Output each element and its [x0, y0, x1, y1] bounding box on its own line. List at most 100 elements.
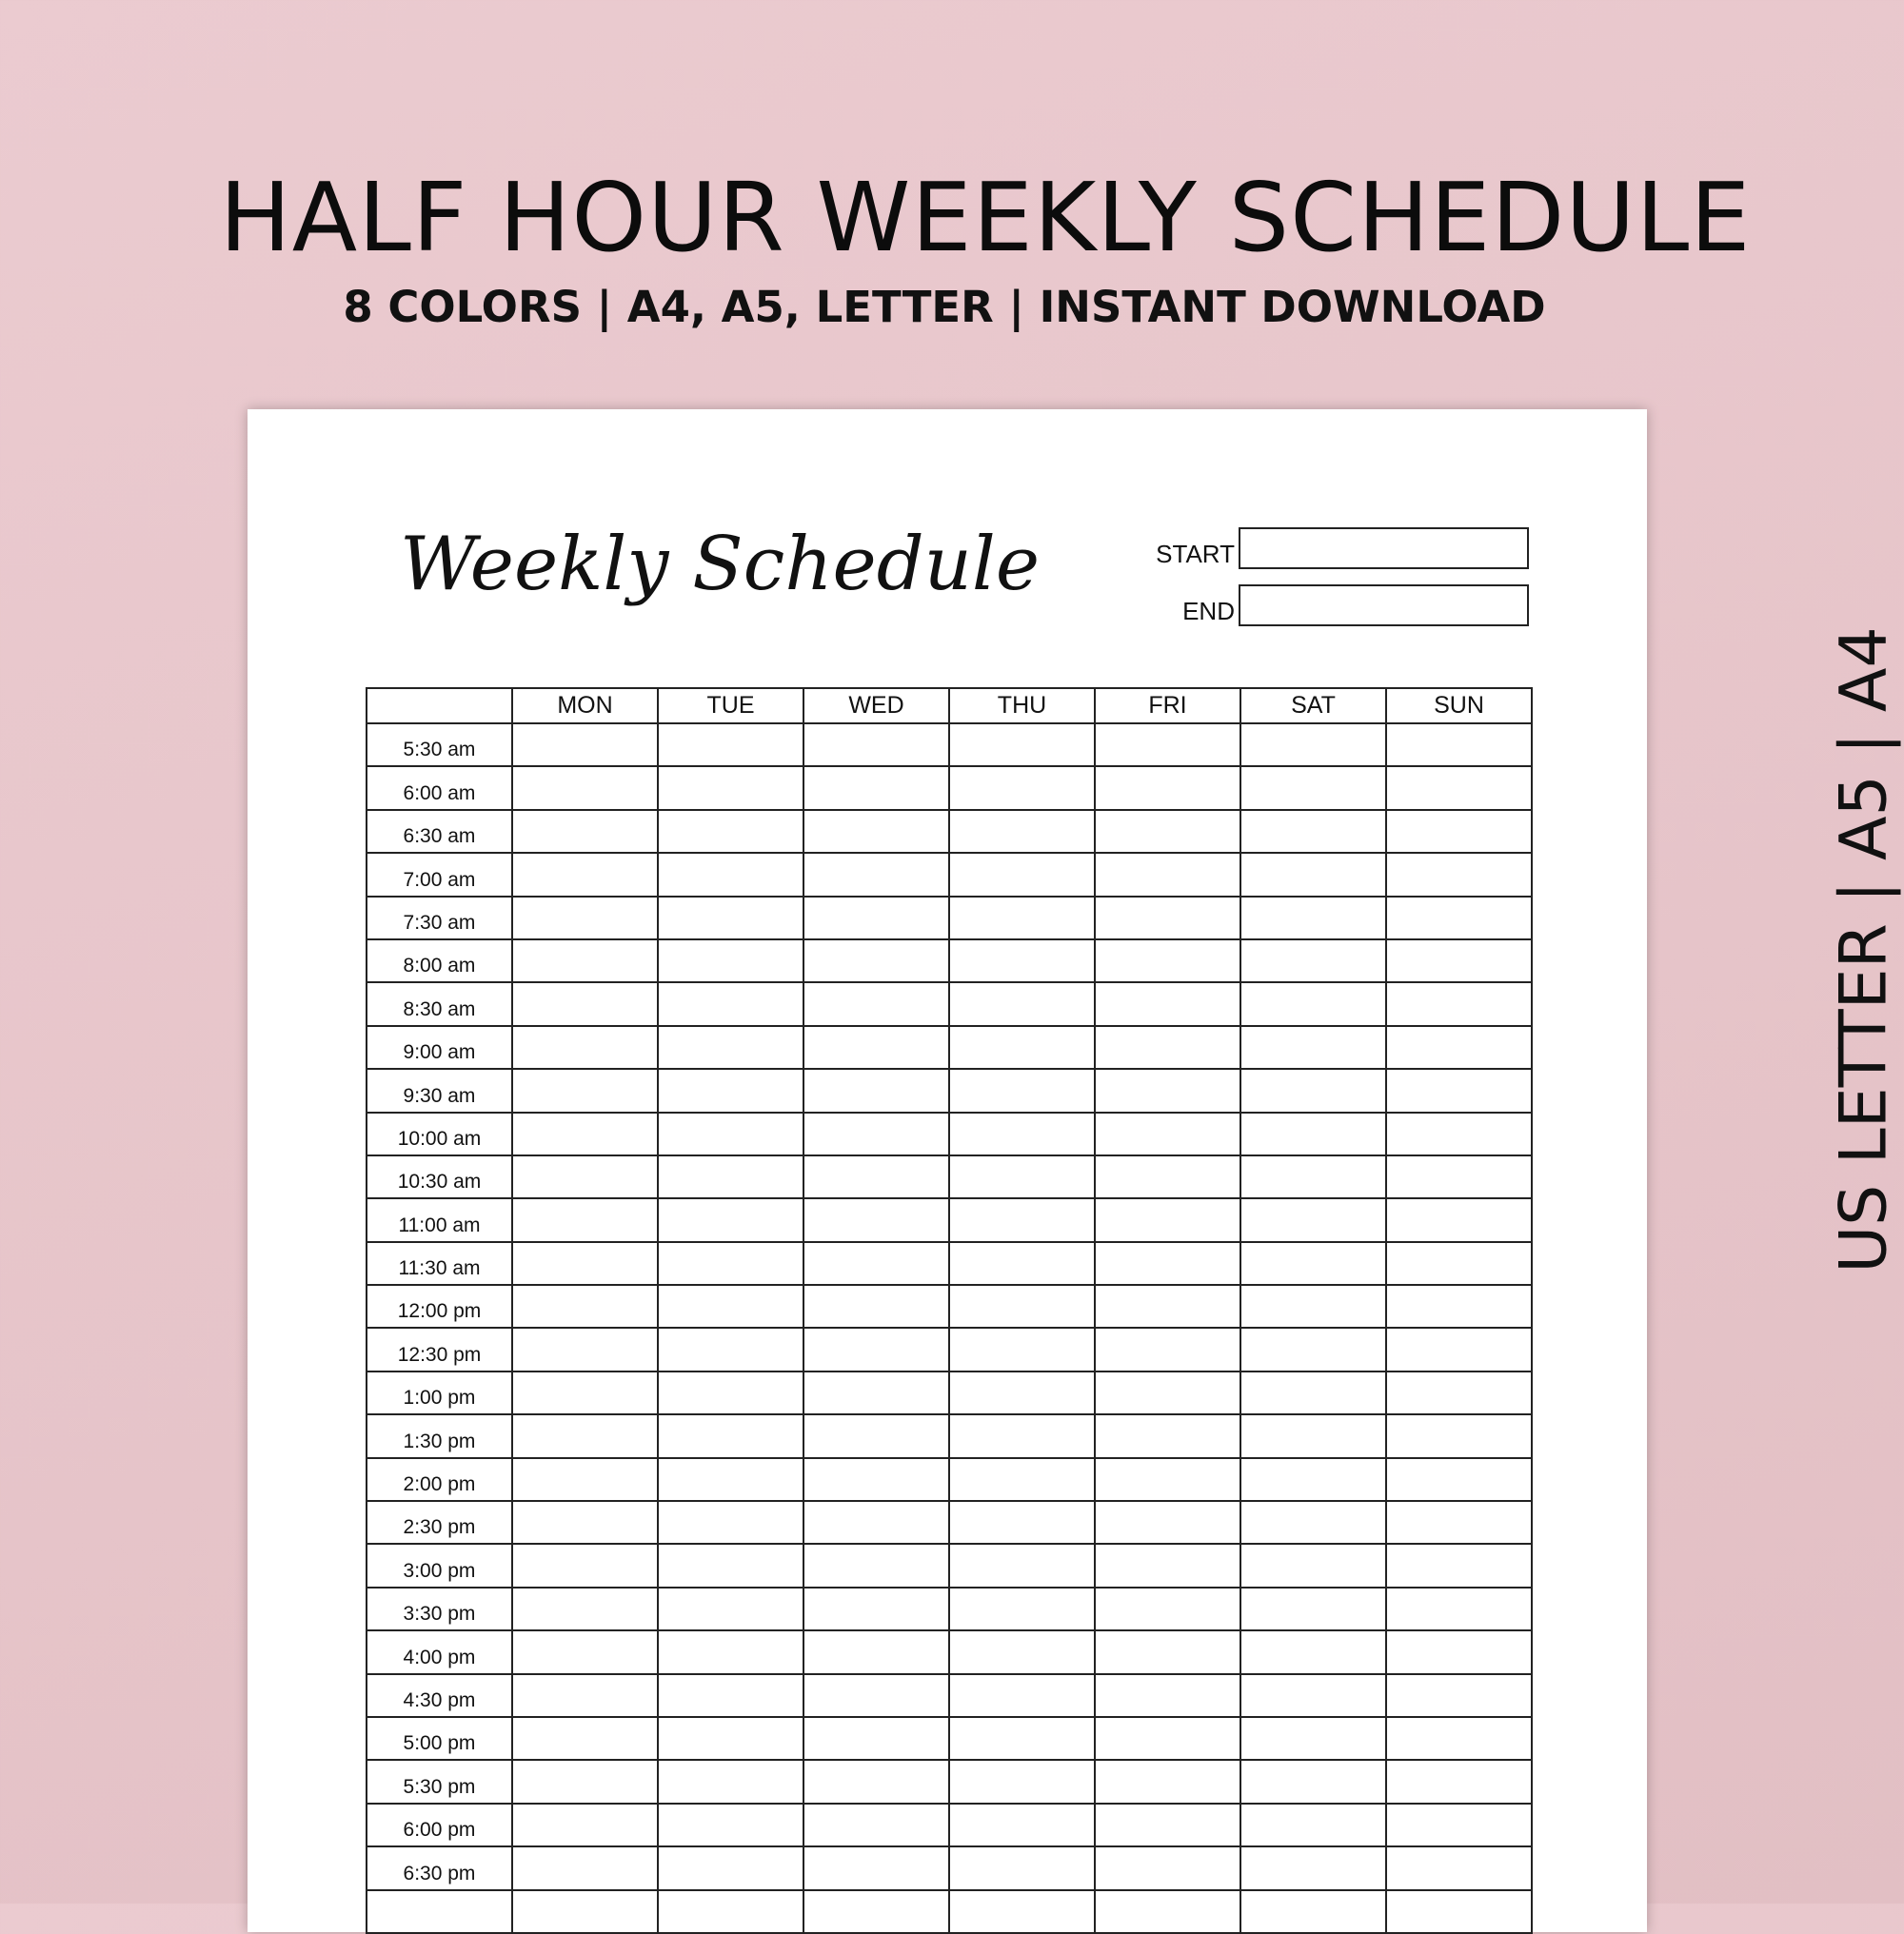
schedule-cell[interactable] [1385, 1111, 1533, 1156]
schedule-cell[interactable] [1240, 1154, 1387, 1200]
schedule-cell[interactable] [511, 1888, 659, 1934]
schedule-cell[interactable] [1240, 1111, 1387, 1156]
schedule-cell[interactable] [511, 765, 659, 811]
schedule-cell[interactable] [1240, 1500, 1387, 1546]
schedule-cell[interactable] [1385, 1240, 1533, 1287]
schedule-cell[interactable] [948, 1024, 1096, 1071]
schedule-cell[interactable] [1240, 1543, 1387, 1589]
schedule-cell[interactable] [1385, 1888, 1533, 1934]
schedule-cell[interactable] [1385, 1629, 1533, 1675]
schedule-cell[interactable] [803, 1024, 950, 1071]
schedule-cell[interactable] [803, 1715, 950, 1762]
schedule-cell[interactable] [1240, 1845, 1387, 1891]
schedule-cell[interactable] [1094, 1759, 1241, 1805]
schedule-cell[interactable] [511, 1456, 659, 1503]
schedule-cell[interactable] [511, 1413, 659, 1459]
schedule-cell[interactable] [1385, 937, 1533, 984]
schedule-cell[interactable] [1094, 981, 1241, 1027]
schedule-cell[interactable] [1385, 1802, 1533, 1848]
schedule-cell[interactable] [657, 1327, 804, 1372]
schedule-cell[interactable] [1094, 808, 1241, 855]
end-field[interactable] [1239, 584, 1529, 626]
schedule-cell[interactable] [1385, 1672, 1533, 1718]
schedule-cell[interactable] [1240, 1413, 1387, 1459]
schedule-cell[interactable] [1240, 1888, 1387, 1934]
schedule-cell[interactable] [948, 1586, 1096, 1632]
schedule-cell[interactable] [948, 721, 1096, 768]
schedule-cell[interactable] [1240, 1197, 1387, 1243]
schedule-cell[interactable] [657, 1500, 804, 1546]
schedule-cell[interactable] [803, 1672, 950, 1718]
schedule-cell[interactable] [1094, 1197, 1241, 1243]
schedule-cell[interactable] [803, 1240, 950, 1287]
schedule-cell[interactable] [803, 765, 950, 811]
schedule-cell[interactable] [948, 1111, 1096, 1156]
schedule-cell[interactable] [511, 1586, 659, 1632]
schedule-cell[interactable] [803, 1370, 950, 1416]
schedule-cell[interactable] [1094, 765, 1241, 811]
schedule-cell[interactable] [1094, 1888, 1241, 1934]
schedule-cell[interactable] [657, 1111, 804, 1156]
schedule-cell[interactable] [511, 937, 659, 984]
schedule-cell[interactable] [657, 937, 804, 984]
schedule-cell[interactable] [1094, 1802, 1241, 1848]
schedule-cell[interactable] [511, 1543, 659, 1589]
schedule-cell[interactable] [1094, 1543, 1241, 1589]
schedule-cell[interactable] [1094, 937, 1241, 984]
schedule-cell[interactable] [1094, 1154, 1241, 1200]
schedule-cell[interactable] [1094, 852, 1241, 898]
schedule-cell[interactable] [657, 721, 804, 768]
schedule-cell[interactable] [948, 1240, 1096, 1287]
schedule-cell[interactable] [803, 1586, 950, 1632]
schedule-cell[interactable] [803, 1456, 950, 1503]
schedule-cell[interactable] [1240, 721, 1387, 768]
schedule-cell[interactable] [1094, 1715, 1241, 1762]
schedule-cell[interactable] [948, 1068, 1096, 1114]
schedule-cell[interactable] [657, 808, 804, 855]
schedule-cell[interactable] [657, 1802, 804, 1848]
schedule-cell[interactable] [948, 852, 1096, 898]
schedule-cell[interactable] [1094, 1370, 1241, 1416]
schedule-cell[interactable] [948, 1197, 1096, 1243]
schedule-cell[interactable] [803, 1197, 950, 1243]
schedule-cell[interactable] [803, 1111, 950, 1156]
schedule-cell[interactable] [1240, 1629, 1387, 1675]
schedule-cell[interactable] [511, 1845, 659, 1891]
schedule-cell[interactable] [803, 1284, 950, 1330]
schedule-cell[interactable] [1385, 1456, 1533, 1503]
schedule-cell[interactable] [511, 1672, 659, 1718]
schedule-cell[interactable] [948, 937, 1096, 984]
schedule-cell[interactable] [511, 895, 659, 940]
schedule-cell[interactable] [1094, 895, 1241, 940]
schedule-cell[interactable] [1385, 1413, 1533, 1459]
schedule-cell[interactable] [948, 1456, 1096, 1503]
schedule-cell[interactable] [803, 895, 950, 940]
schedule-cell[interactable] [1094, 1500, 1241, 1546]
schedule-cell[interactable] [1385, 1543, 1533, 1589]
schedule-cell[interactable] [657, 852, 804, 898]
schedule-cell[interactable] [1094, 1284, 1241, 1330]
schedule-cell[interactable] [1240, 1672, 1387, 1718]
schedule-cell[interactable] [1240, 1370, 1387, 1416]
schedule-cell[interactable] [948, 1327, 1096, 1372]
schedule-cell[interactable] [657, 765, 804, 811]
schedule-cell[interactable] [948, 981, 1096, 1027]
schedule-cell[interactable] [1240, 1715, 1387, 1762]
schedule-cell[interactable] [1385, 1154, 1533, 1200]
schedule-cell[interactable] [657, 1759, 804, 1805]
schedule-cell[interactable] [1094, 1327, 1241, 1372]
schedule-cell[interactable] [803, 1802, 950, 1848]
schedule-cell[interactable] [1240, 1024, 1387, 1071]
schedule-cell[interactable] [1094, 1456, 1241, 1503]
schedule-cell[interactable] [1240, 1759, 1387, 1805]
schedule-cell[interactable] [657, 1413, 804, 1459]
schedule-cell[interactable] [1094, 1111, 1241, 1156]
schedule-cell[interactable] [948, 1845, 1096, 1891]
schedule-cell[interactable] [948, 1154, 1096, 1200]
schedule-cell[interactable] [803, 937, 950, 984]
schedule-cell[interactable] [1385, 1024, 1533, 1071]
schedule-cell[interactable] [511, 1284, 659, 1330]
schedule-cell[interactable] [1385, 1715, 1533, 1762]
schedule-cell[interactable] [511, 1715, 659, 1762]
schedule-cell[interactable] [1240, 1456, 1387, 1503]
